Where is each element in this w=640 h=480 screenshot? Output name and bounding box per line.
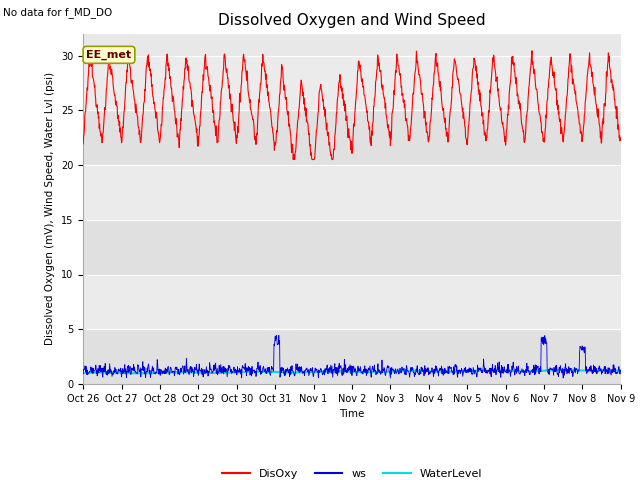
- Text: EE_met: EE_met: [86, 50, 132, 60]
- ws: [617, 368, 625, 374]
- ws: [592, 364, 600, 370]
- Line: WaterLevel: WaterLevel: [83, 370, 621, 373]
- Bar: [83, 220, 621, 275]
- DisOxy: [603, 69, 611, 75]
- ws: [532, 369, 540, 374]
- WaterLevel: [79, 370, 87, 376]
- WaterLevel: [136, 371, 143, 376]
- ws: [559, 375, 567, 381]
- Line: DisOxy: DisOxy: [83, 51, 621, 159]
- DisOxy: [445, 131, 452, 136]
- Y-axis label: Dissolved Oxygen (mV), Wind Speed, Water Lvl (psi): Dissolved Oxygen (mV), Wind Speed, Water…: [45, 72, 56, 346]
- ws: [79, 371, 87, 377]
- ws: [508, 369, 515, 375]
- DisOxy: [528, 48, 536, 54]
- X-axis label: Time: Time: [339, 409, 365, 419]
- Bar: [83, 56, 621, 110]
- DisOxy: [79, 141, 87, 147]
- DisOxy: [289, 156, 297, 162]
- ws: [603, 369, 611, 374]
- Bar: [83, 275, 621, 329]
- WaterLevel: [617, 367, 625, 373]
- WaterLevel: [508, 368, 515, 374]
- WaterLevel: [592, 368, 600, 374]
- Line: ws: ws: [83, 336, 621, 378]
- WaterLevel: [445, 369, 452, 374]
- DisOxy: [532, 87, 540, 93]
- DisOxy: [592, 98, 600, 104]
- Bar: [83, 110, 621, 165]
- Title: Dissolved Oxygen and Wind Speed: Dissolved Oxygen and Wind Speed: [218, 13, 486, 28]
- Legend: DisOxy, ws, WaterLevel: DisOxy, ws, WaterLevel: [218, 465, 486, 480]
- WaterLevel: [161, 370, 169, 375]
- DisOxy: [161, 82, 169, 87]
- Bar: [83, 165, 621, 220]
- ws: [445, 371, 452, 377]
- ws: [275, 333, 283, 338]
- Bar: [83, 329, 621, 384]
- DisOxy: [508, 54, 515, 60]
- WaterLevel: [603, 368, 611, 374]
- WaterLevel: [561, 367, 568, 373]
- WaterLevel: [532, 368, 540, 374]
- Text: No data for f_MD_DO: No data for f_MD_DO: [3, 7, 113, 18]
- DisOxy: [617, 135, 625, 141]
- ws: [161, 371, 169, 377]
